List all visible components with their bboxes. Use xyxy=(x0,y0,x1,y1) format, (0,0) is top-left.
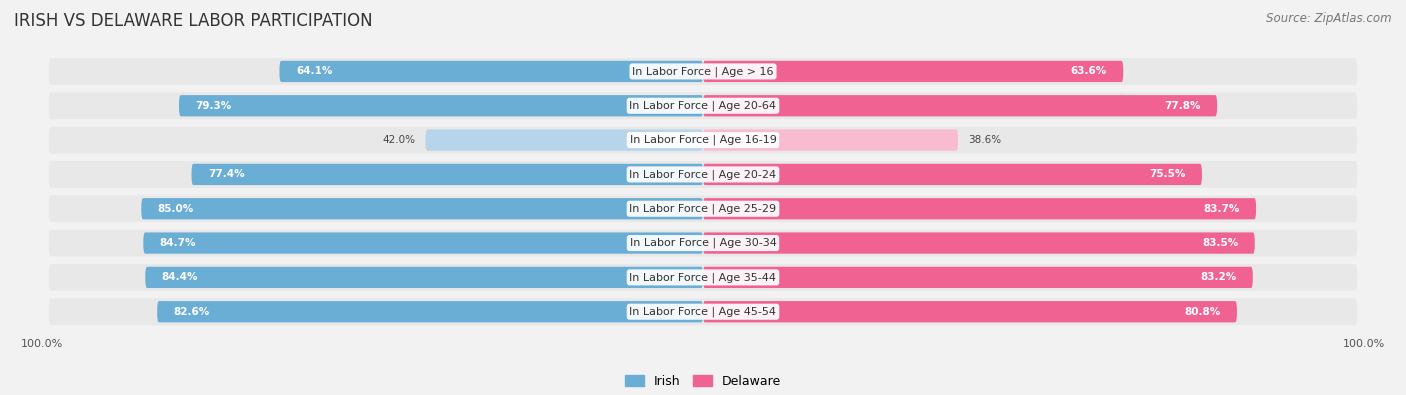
Text: 63.6%: 63.6% xyxy=(1070,66,1107,76)
FancyBboxPatch shape xyxy=(426,130,703,151)
Text: Source: ZipAtlas.com: Source: ZipAtlas.com xyxy=(1267,12,1392,25)
FancyBboxPatch shape xyxy=(49,298,1357,325)
FancyBboxPatch shape xyxy=(703,198,1256,219)
Text: In Labor Force | Age 20-64: In Labor Force | Age 20-64 xyxy=(630,100,776,111)
Text: 38.6%: 38.6% xyxy=(967,135,1001,145)
FancyBboxPatch shape xyxy=(145,267,703,288)
Text: In Labor Force | Age > 16: In Labor Force | Age > 16 xyxy=(633,66,773,77)
Text: In Labor Force | Age 16-19: In Labor Force | Age 16-19 xyxy=(630,135,776,145)
Text: 75.5%: 75.5% xyxy=(1149,169,1185,179)
Text: 77.8%: 77.8% xyxy=(1164,101,1201,111)
Text: 84.7%: 84.7% xyxy=(160,238,197,248)
Text: In Labor Force | Age 45-54: In Labor Force | Age 45-54 xyxy=(630,307,776,317)
FancyBboxPatch shape xyxy=(179,95,703,117)
FancyBboxPatch shape xyxy=(141,198,703,219)
FancyBboxPatch shape xyxy=(703,232,1254,254)
Text: 83.7%: 83.7% xyxy=(1204,204,1240,214)
Text: 42.0%: 42.0% xyxy=(382,135,416,145)
FancyBboxPatch shape xyxy=(703,267,1253,288)
Text: 83.5%: 83.5% xyxy=(1202,238,1239,248)
FancyBboxPatch shape xyxy=(157,301,703,322)
Legend: Irish, Delaware: Irish, Delaware xyxy=(620,370,786,393)
Text: 85.0%: 85.0% xyxy=(157,204,194,214)
FancyBboxPatch shape xyxy=(49,196,1357,222)
Text: In Labor Force | Age 30-34: In Labor Force | Age 30-34 xyxy=(630,238,776,248)
FancyBboxPatch shape xyxy=(703,130,957,151)
FancyBboxPatch shape xyxy=(49,161,1357,188)
Text: 83.2%: 83.2% xyxy=(1201,273,1236,282)
Text: 80.8%: 80.8% xyxy=(1184,307,1220,317)
FancyBboxPatch shape xyxy=(703,164,1202,185)
Text: In Labor Force | Age 25-29: In Labor Force | Age 25-29 xyxy=(630,203,776,214)
FancyBboxPatch shape xyxy=(49,92,1357,119)
FancyBboxPatch shape xyxy=(280,61,703,82)
FancyBboxPatch shape xyxy=(49,229,1357,256)
Text: 77.4%: 77.4% xyxy=(208,169,245,179)
FancyBboxPatch shape xyxy=(703,95,1218,117)
FancyBboxPatch shape xyxy=(703,301,1237,322)
Text: IRISH VS DELAWARE LABOR PARTICIPATION: IRISH VS DELAWARE LABOR PARTICIPATION xyxy=(14,12,373,30)
FancyBboxPatch shape xyxy=(703,61,1123,82)
FancyBboxPatch shape xyxy=(49,127,1357,154)
Text: 79.3%: 79.3% xyxy=(195,101,232,111)
Text: In Labor Force | Age 35-44: In Labor Force | Age 35-44 xyxy=(630,272,776,283)
FancyBboxPatch shape xyxy=(49,264,1357,291)
Text: 82.6%: 82.6% xyxy=(174,307,209,317)
FancyBboxPatch shape xyxy=(191,164,703,185)
Text: 64.1%: 64.1% xyxy=(295,66,332,76)
FancyBboxPatch shape xyxy=(49,58,1357,85)
Text: In Labor Force | Age 20-24: In Labor Force | Age 20-24 xyxy=(630,169,776,180)
Text: 84.4%: 84.4% xyxy=(162,273,198,282)
FancyBboxPatch shape xyxy=(143,232,703,254)
